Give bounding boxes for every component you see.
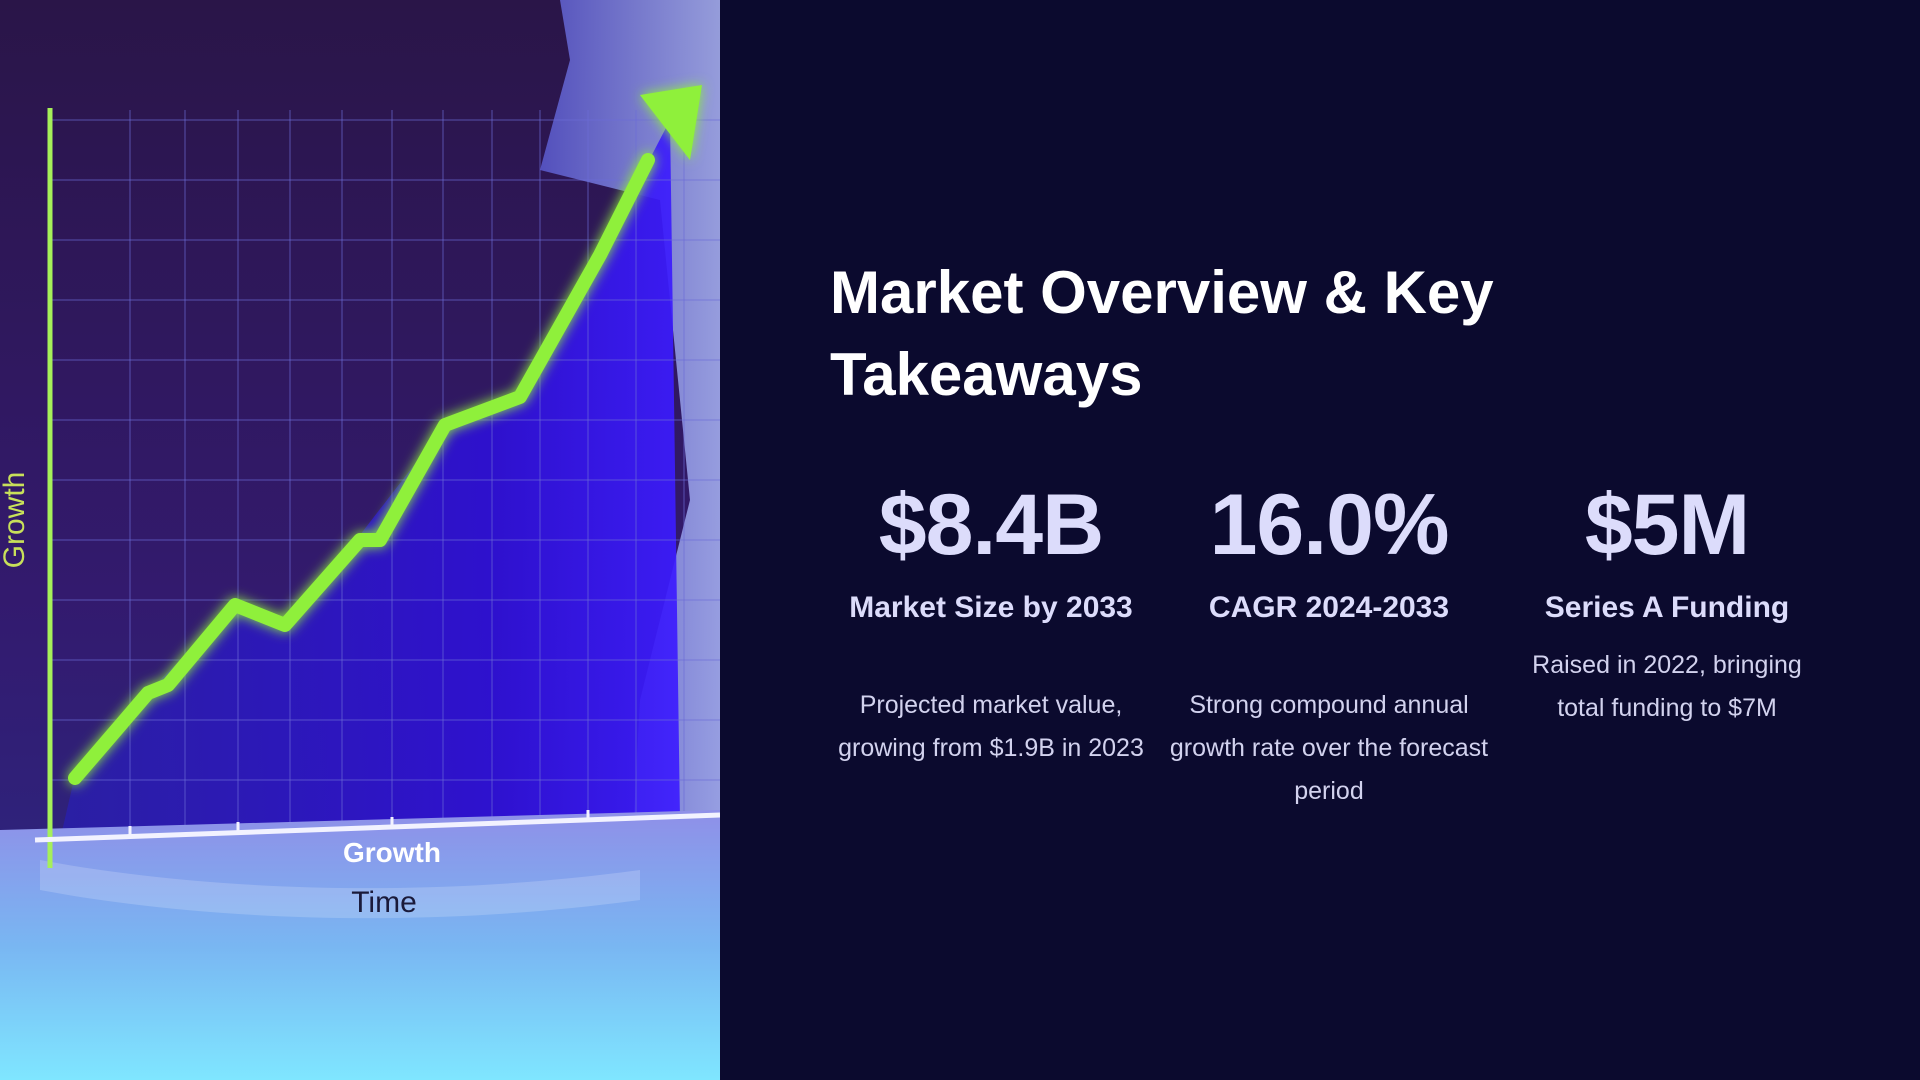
stat-card-cagr: 16.0% CAGR 2024-2033 Strong compound ann… — [1168, 470, 1490, 813]
stat-value: $8.4B — [878, 477, 1105, 573]
stat-value: $5M — [1584, 477, 1750, 573]
stat-label: CAGR 2024-2033 — [1208, 591, 1450, 624]
stat-description: Strong compound annual growth rate over … — [1169, 691, 1489, 805]
stat-card-funding: $5M Series A Funding Raised in 2022, bri… — [1506, 470, 1828, 730]
growth-arrow-icon — [68, 85, 702, 785]
axis-caption: Time — [351, 886, 417, 919]
stat-description: Raised in 2022, bringing total funding t… — [1532, 651, 1802, 722]
hero-image: Growth Growth Time — [0, 0, 720, 1080]
stat-label: Series A Funding — [1544, 591, 1790, 624]
stat-description: Projected market value, growing from $1.… — [838, 691, 1144, 762]
horizontal-axis-label: Growth — [343, 837, 441, 868]
vertical-axis-label: Growth — [0, 472, 31, 569]
stat-label: Market Size by 2033 — [849, 591, 1133, 624]
page-title: Market Overview & Key Takeaways — [830, 259, 1494, 408]
stat-card-market-size: $8.4B Market Size by 2033 Projected mark… — [830, 470, 1152, 770]
stat-value: 16.0% — [1209, 477, 1450, 573]
content-panel: Market Overview & Key Takeaways $8.4B Ma… — [830, 0, 1830, 1080]
